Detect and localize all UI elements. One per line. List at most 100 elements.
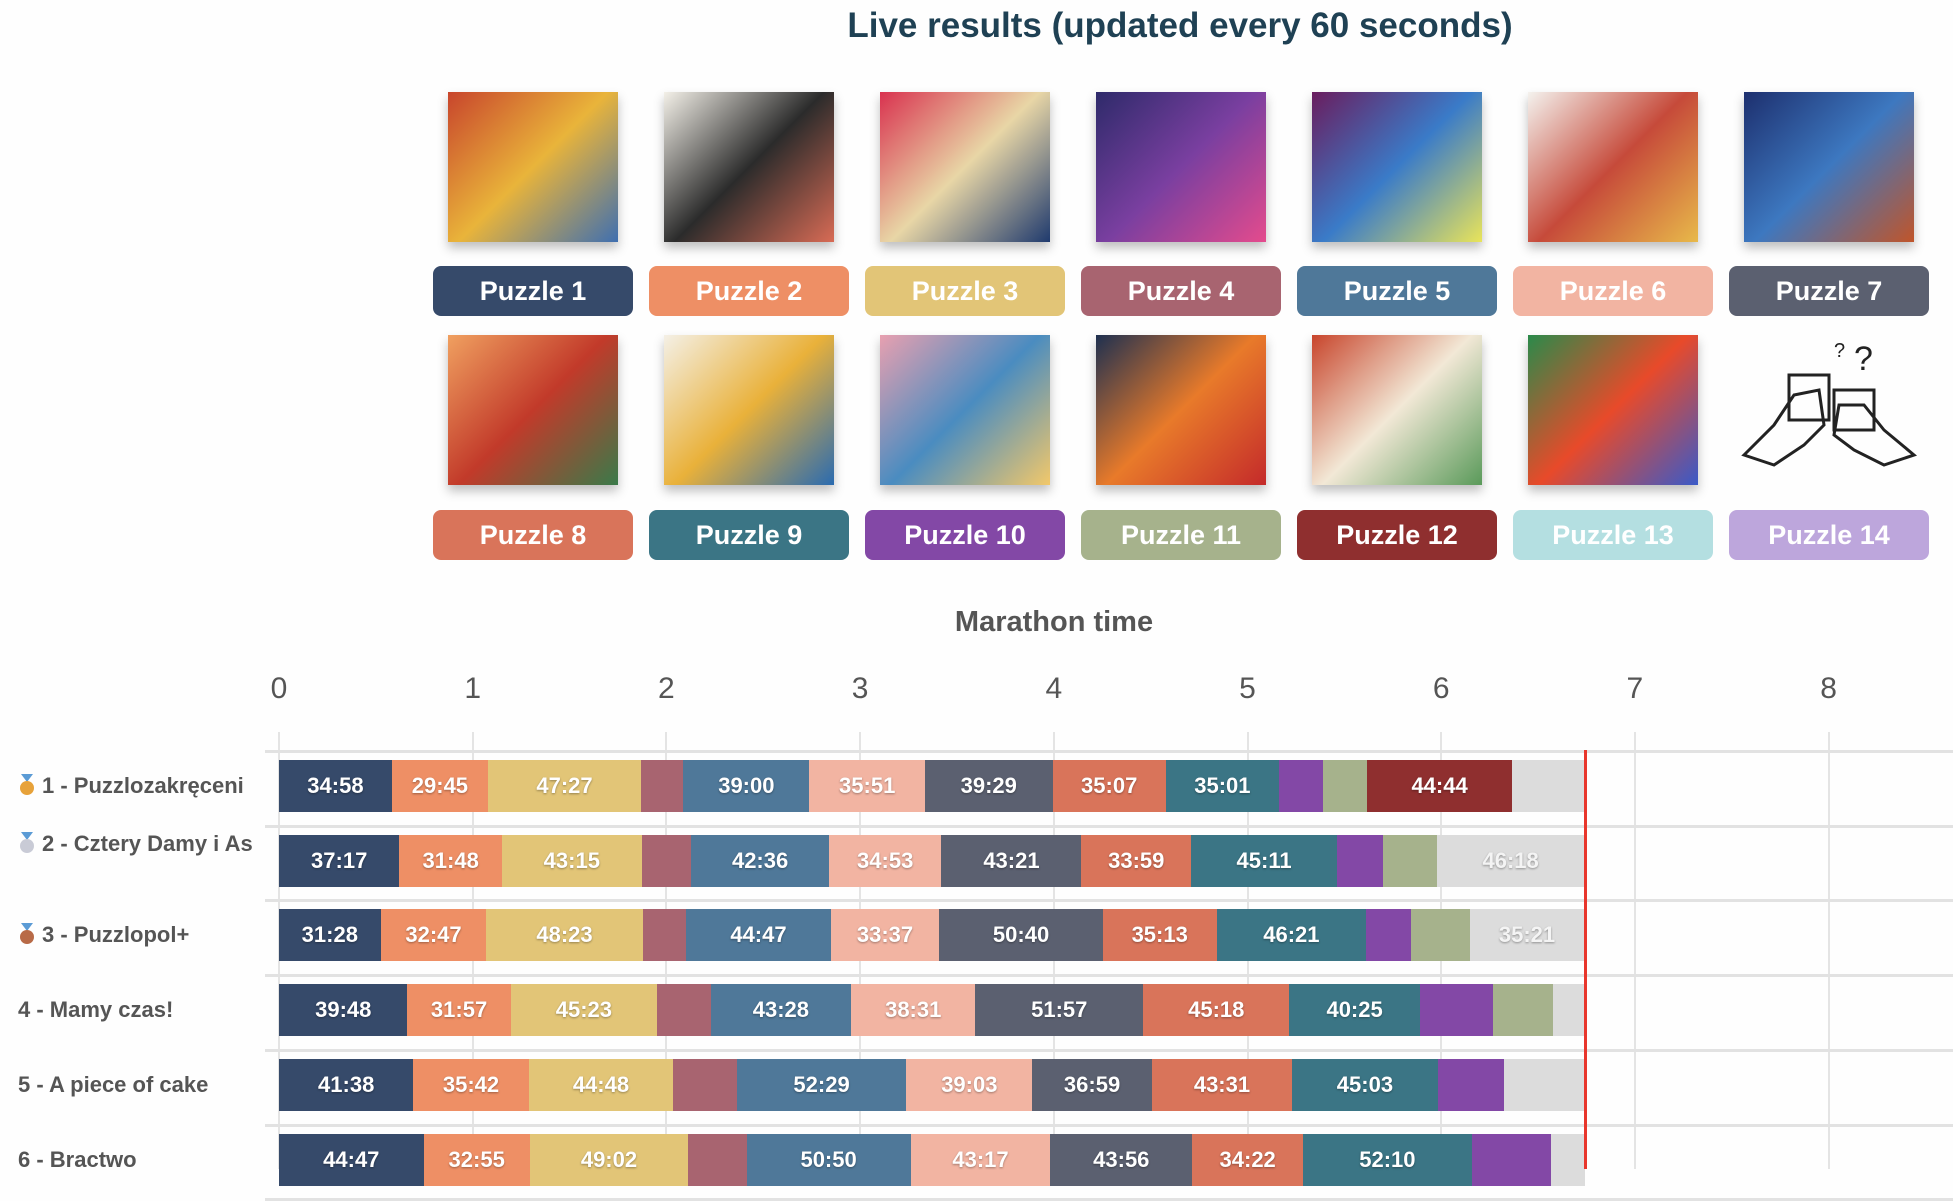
bar-segment-puzzle-2[interactable]: 29:45 [391, 760, 488, 812]
bar-segment-puzzle-7[interactable]: 39:29 [925, 760, 1053, 812]
bar-segment-puzzle-7[interactable]: 43:56 [1050, 1133, 1193, 1186]
bar-segment-puzzle-2[interactable]: 32:55 [423, 1133, 530, 1186]
bar-segment-puzzle-10[interactable] [1471, 1133, 1552, 1186]
bar-segment-puzzle-9[interactable]: 45:03 [1292, 1058, 1438, 1111]
bar-segment-puzzle-5[interactable]: 43:28 [710, 984, 852, 1037]
bar-segment-puzzle-13[interactable] [1511, 760, 1585, 812]
bar-segment-puzzle-6[interactable]: 38:31 [851, 984, 976, 1037]
bar-segment-puzzle-2[interactable]: 31:57 [407, 984, 511, 1037]
bar-segment-puzzle-8[interactable]: 45:18 [1143, 984, 1290, 1037]
puzzle-button[interactable]: Puzzle 10 [865, 510, 1065, 560]
bar-segment-puzzle-7[interactable]: 36:59 [1032, 1058, 1152, 1111]
bar-segment-puzzle-4[interactable] [657, 984, 711, 1037]
bar-segment-puzzle-6[interactable]: 43:17 [910, 1133, 1051, 1186]
bar-segment-puzzle-8[interactable]: 33:59 [1081, 834, 1192, 887]
puzzle-button[interactable]: Puzzle 9 [649, 510, 849, 560]
puzzle-button[interactable]: Puzzle 7 [1729, 266, 1929, 316]
puzzle-box-image[interactable] [1297, 330, 1497, 490]
bar-segment-puzzle-10[interactable] [1278, 760, 1323, 812]
bar-segment-puzzle-3[interactable]: 44:48 [528, 1058, 674, 1111]
bar-segment-puzzle-6[interactable]: 35:51 [809, 760, 926, 812]
puzzle-button[interactable]: Puzzle 13 [1513, 510, 1713, 560]
bar-segment-puzzle-6[interactable]: 33:37 [830, 909, 940, 962]
bar-segment-puzzle-1[interactable]: 34:58 [279, 760, 392, 812]
puzzle-button[interactable]: Puzzle 5 [1297, 266, 1497, 316]
puzzle-button[interactable]: Puzzle 4 [1081, 266, 1281, 316]
bar-segment-puzzle-7[interactable]: 43:21 [941, 834, 1082, 887]
puzzle-box-image[interactable] [433, 87, 633, 247]
bar-segment-puzzle-9[interactable]: 35:01 [1165, 760, 1279, 812]
bar-segment-puzzle-4[interactable] [641, 760, 684, 812]
puzzle-button[interactable]: Puzzle 2 [649, 266, 849, 316]
puzzle-box-image[interactable] [649, 330, 849, 490]
bar-segment-puzzle-8[interactable]: 35:07 [1052, 760, 1166, 812]
bar-segment-puzzle-5[interactable]: 39:00 [683, 760, 810, 812]
bar-segment-puzzle-1[interactable]: 37:17 [279, 834, 400, 887]
puzzle-box-image[interactable]: ?? [1729, 330, 1929, 490]
bar-segment-puzzle-11[interactable] [1503, 1058, 1585, 1111]
bar-segment-puzzle-3[interactable]: 47:27 [487, 760, 642, 812]
puzzle-button[interactable]: Puzzle 14 [1729, 510, 1929, 560]
bar-segment-puzzle-5[interactable]: 44:47 [686, 909, 831, 962]
puzzle-box-image[interactable] [1729, 87, 1929, 247]
bar-segment-puzzle-10[interactable] [1437, 1058, 1504, 1111]
puzzle-box-image[interactable] [649, 87, 849, 247]
bar-segment-puzzle-9[interactable]: 45:11 [1191, 834, 1337, 887]
bar-segment-puzzle-10[interactable] [1336, 834, 1384, 887]
bar-segment-puzzle-10[interactable] [1419, 984, 1494, 1037]
bar-segment-puzzle-2[interactable]: 31:48 [399, 834, 502, 887]
bar-segment-puzzle-4[interactable] [673, 1058, 737, 1111]
bar-segment-puzzle-1[interactable]: 44:47 [279, 1133, 424, 1186]
puzzle-button[interactable]: Puzzle 3 [865, 266, 1065, 316]
bar-segment-puzzle-7[interactable]: 51:57 [975, 984, 1144, 1037]
bar-segment-puzzle-1[interactable]: 39:48 [279, 984, 408, 1037]
bar-segment-puzzle-12[interactable] [1553, 984, 1585, 1037]
bar-segment-puzzle-5[interactable]: 42:36 [691, 834, 829, 887]
puzzle-box-image[interactable] [865, 87, 1065, 247]
bar-segment-puzzle-11[interactable] [1322, 760, 1368, 812]
puzzle-box-image[interactable] [1513, 330, 1713, 490]
bar-segment-puzzle-12[interactable]: 46:18 [1436, 834, 1585, 887]
bar-segment-puzzle-1[interactable]: 41:38 [279, 1058, 414, 1111]
bar-segment-puzzle-11[interactable] [1411, 909, 1470, 962]
puzzle-button[interactable]: Puzzle 1 [433, 266, 633, 316]
bar-segment-puzzle-2[interactable]: 35:42 [413, 1058, 529, 1111]
puzzle-box-image[interactable] [433, 330, 633, 490]
puzzle-box-image[interactable] [1513, 87, 1713, 247]
bar-segment-puzzle-10[interactable] [1366, 909, 1412, 962]
bar-segment-puzzle-8[interactable]: 43:31 [1151, 1058, 1293, 1111]
bar-segment-puzzle-9[interactable]: 46:21 [1216, 909, 1367, 962]
puzzle-box-image[interactable] [1081, 330, 1281, 490]
bar-segment-puzzle-6[interactable]: 39:03 [906, 1058, 1033, 1111]
puzzle-box-image[interactable] [865, 330, 1065, 490]
bar-segment-puzzle-4[interactable] [641, 834, 692, 887]
bar-segment-puzzle-8[interactable]: 35:13 [1102, 909, 1217, 962]
bar-segment-puzzle-4[interactable] [642, 909, 687, 962]
team-name: 3 - Puzzlopol+ [42, 922, 190, 948]
bar-segment-puzzle-3[interactable]: 45:23 [510, 984, 658, 1037]
bar-segment-puzzle-12[interactable]: 35:21 [1469, 909, 1585, 962]
bar-segment-puzzle-8[interactable]: 34:22 [1192, 1133, 1304, 1186]
bar-segment-puzzle-5[interactable]: 52:29 [736, 1058, 907, 1111]
bar-segment-puzzle-11[interactable] [1493, 984, 1554, 1037]
puzzle-button[interactable]: Puzzle 11 [1081, 510, 1281, 560]
bar-segment-puzzle-4[interactable] [688, 1133, 747, 1186]
puzzle-box-image[interactable] [1081, 87, 1281, 247]
bar-segment-puzzle-11[interactable] [1551, 1133, 1585, 1186]
bar-segment-puzzle-9[interactable]: 52:10 [1303, 1133, 1472, 1186]
bar-segment-puzzle-12[interactable]: 44:44 [1367, 760, 1512, 812]
puzzle-box-image[interactable] [1297, 87, 1497, 247]
puzzle-button[interactable]: Puzzle 8 [433, 510, 633, 560]
bar-segment-puzzle-3[interactable]: 43:15 [502, 834, 642, 887]
bar-segment-puzzle-6[interactable]: 34:53 [828, 834, 942, 887]
puzzle-button[interactable]: Puzzle 6 [1513, 266, 1713, 316]
puzzle-button[interactable]: Puzzle 12 [1297, 510, 1497, 560]
bar-segment-puzzle-2[interactable]: 32:47 [380, 909, 487, 962]
bar-segment-puzzle-3[interactable]: 48:23 [486, 909, 643, 962]
bar-segment-puzzle-11[interactable] [1383, 834, 1437, 887]
bar-segment-puzzle-9[interactable]: 40:25 [1289, 984, 1420, 1037]
bar-segment-puzzle-3[interactable]: 49:02 [529, 1133, 689, 1186]
bar-segment-puzzle-7[interactable]: 50:40 [939, 909, 1103, 962]
bar-segment-puzzle-1[interactable]: 31:28 [279, 909, 381, 962]
bar-segment-puzzle-5[interactable]: 50:50 [746, 1133, 911, 1186]
